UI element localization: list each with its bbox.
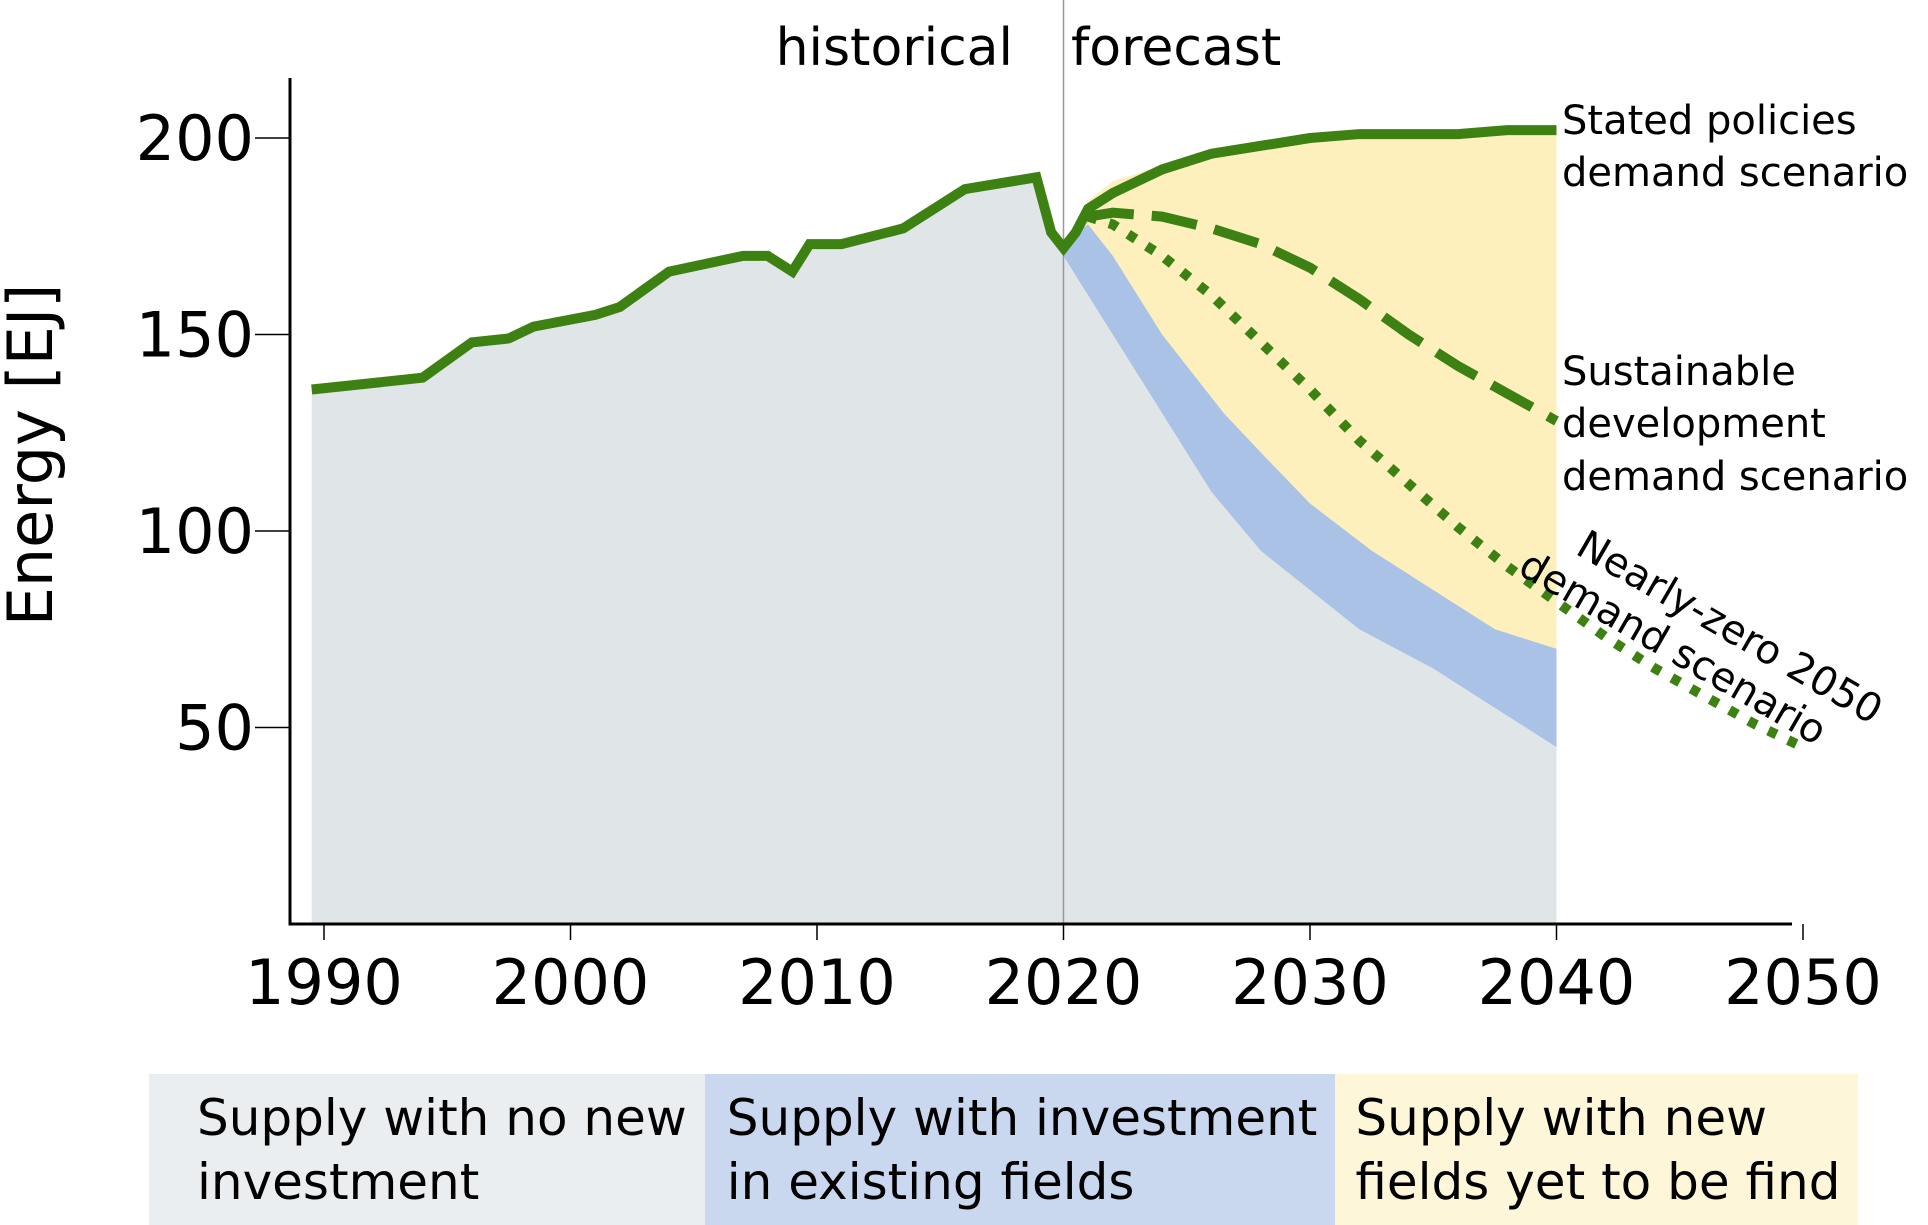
nearly-zero-label: Nearly-zero 2050 demand scenario [1511,522,1890,755]
legend-label-line: Supply with new [1355,1089,1767,1147]
x-tick-label: 2040 [1478,946,1636,1019]
y-tick-label: 100 [136,495,254,568]
series-stated-policies [311,125,1557,395]
legend-label-line: fields yet to be find [1355,1153,1841,1211]
x-tick-label: 2010 [738,946,896,1019]
legend-no-new-investment: Supply with no new investment [149,1074,705,1225]
series-layer [311,125,1806,752]
y-tick-label: 50 [175,692,254,765]
y-tick-label: 150 [136,299,254,372]
axes [288,78,1792,926]
ticks: 1990 2000 2010 2020 2030 2040 2050 50 100 150 200 [136,102,1882,1019]
legend-new-fields: Supply with new fields yet to be find [1335,1074,1859,1225]
legend: Supply with no new investment Supply wit… [149,1074,1908,1225]
stated-policies-label: Stated policies demand scenario [1562,98,1908,196]
series-nearly-zero-2050 [1086,211,1806,752]
series-sustainable-development [1087,207,1559,426]
forecast-label: forecast [1071,18,1281,78]
x-tick-label: 2030 [1231,946,1389,1019]
x-tick-label: 2000 [492,946,650,1019]
legend-existing-fields: Supply with investment in existing field… [704,1074,1336,1225]
energy-supply-chart: 1990 2000 2010 2020 2030 2040 205050100150200 … [0,0,1908,1019]
x-tick-label: 1990 [245,946,403,1019]
legend-label-line: Supply with investment [726,1089,1318,1147]
legend-label-line: Supply with no new [197,1089,687,1147]
area-no-new-investment [311,177,1557,925]
x-tick-label: 2050 [1724,946,1882,1019]
y-axis-title: Energy [EJ] [0,284,67,627]
x-tick-label: 2020 [985,946,1143,1019]
legend-label-line: investment [197,1153,480,1211]
legend-label-line: in existing fields [726,1153,1135,1211]
y-tick-label: 200 [136,102,254,175]
sustainable-development-label: Sustainable development demand scenario [1562,349,1908,500]
historical-label: historical [776,18,1013,78]
area-layer [311,130,1557,925]
